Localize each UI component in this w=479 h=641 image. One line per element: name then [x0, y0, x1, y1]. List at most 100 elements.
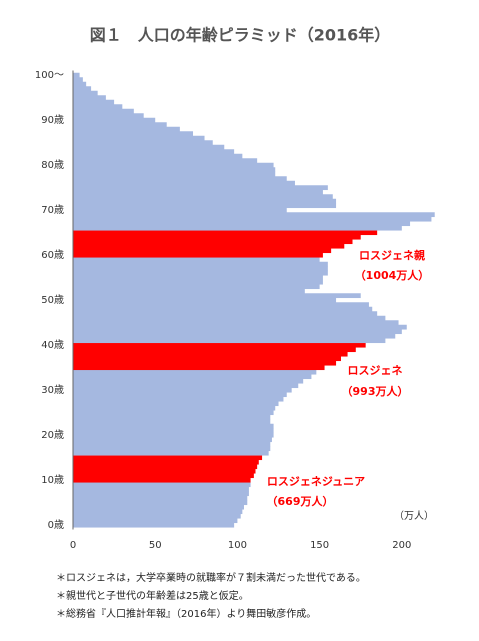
bar [73, 306, 373, 312]
y-tick-label: 10歳 [41, 474, 64, 486]
bar [73, 320, 399, 326]
bar [73, 450, 269, 456]
annotation: （993万人） [342, 384, 409, 398]
x-tick-label: 100 [228, 540, 247, 551]
bar [73, 99, 115, 105]
bar [73, 392, 287, 398]
bar [73, 185, 328, 191]
bar [73, 180, 295, 186]
y-tick-label: 90歳 [41, 114, 64, 126]
bar [73, 473, 254, 479]
bar [73, 338, 386, 344]
bar [73, 329, 402, 335]
bar [73, 243, 345, 249]
bar [73, 230, 378, 236]
y-tick-label: 100～ [35, 70, 64, 81]
bar [73, 446, 271, 452]
bar [73, 419, 271, 425]
bar [73, 468, 256, 474]
bar [73, 342, 366, 348]
bar [73, 252, 323, 258]
bar [73, 279, 323, 285]
bar [73, 365, 325, 371]
bar [73, 144, 225, 150]
bar [73, 212, 435, 218]
annotation: ロスジェネ [348, 364, 403, 377]
bar [73, 378, 304, 384]
bar [73, 239, 353, 245]
bar [73, 302, 369, 308]
bar [73, 135, 205, 141]
bar [73, 149, 235, 155]
bar [73, 428, 274, 434]
footnote: ＊総務省『人口推計年報』（2016年）より舞田敏彦作成。 [56, 607, 316, 620]
bar [73, 131, 194, 137]
bar [73, 113, 144, 119]
chart-title: 図１ 人口の年齢ピラミッド（2016年） [90, 26, 391, 45]
bar [73, 477, 251, 483]
bar [73, 275, 323, 281]
x-tick-label: 200 [392, 540, 411, 551]
bar [73, 333, 396, 339]
bar [73, 221, 411, 227]
bar [73, 140, 213, 146]
bar [73, 455, 263, 461]
bar [73, 464, 258, 470]
x-unit: （万人） [394, 510, 434, 522]
bar [73, 203, 337, 209]
bar [73, 500, 248, 506]
bar [73, 495, 248, 501]
y-tick-label: 30歳 [41, 384, 64, 396]
bar [73, 266, 328, 272]
annotation: ロスジェネ親 [359, 248, 425, 262]
bar [73, 176, 287, 182]
bar [73, 270, 328, 276]
bar [73, 81, 87, 87]
bar [73, 405, 276, 411]
footnote: ＊ロスジェネは，大学卒業時の就職率が７割未満だった世代である。 [56, 571, 366, 584]
bar [73, 518, 238, 524]
bar [73, 117, 156, 123]
bar [73, 369, 317, 375]
bar [73, 72, 80, 78]
bar [73, 194, 333, 200]
bar [73, 522, 235, 528]
bar [73, 77, 83, 83]
x-tick-label: 0 [70, 540, 76, 551]
x-tick-label: 50 [149, 540, 162, 551]
bar [73, 410, 274, 416]
bar [73, 90, 98, 96]
y-tick-label: 20歳 [41, 429, 64, 441]
bar [73, 356, 341, 362]
bar [73, 158, 258, 164]
x-tick-label: 150 [310, 540, 329, 551]
y-tick-label: 80歳 [41, 159, 64, 171]
bar [73, 261, 328, 267]
bar [73, 437, 272, 443]
y-tick-label: 70歳 [41, 204, 64, 216]
bar [73, 482, 251, 488]
bar [73, 284, 320, 290]
bar [73, 167, 276, 173]
bar [73, 162, 274, 168]
bar [73, 225, 402, 231]
bar [73, 95, 106, 101]
bar [73, 216, 432, 222]
bar [73, 293, 361, 299]
annotation: ロスジェネジュニア [267, 475, 365, 488]
bar [73, 401, 279, 407]
bar [73, 374, 312, 380]
bar [73, 486, 249, 492]
bar [73, 351, 348, 357]
bar [73, 315, 386, 321]
bar [73, 414, 271, 420]
bar [73, 459, 259, 465]
bar [73, 491, 249, 497]
bar [73, 387, 292, 393]
bar [73, 108, 134, 114]
bar [73, 198, 337, 204]
bar [73, 324, 407, 330]
bar [73, 396, 284, 402]
bar [73, 360, 337, 366]
